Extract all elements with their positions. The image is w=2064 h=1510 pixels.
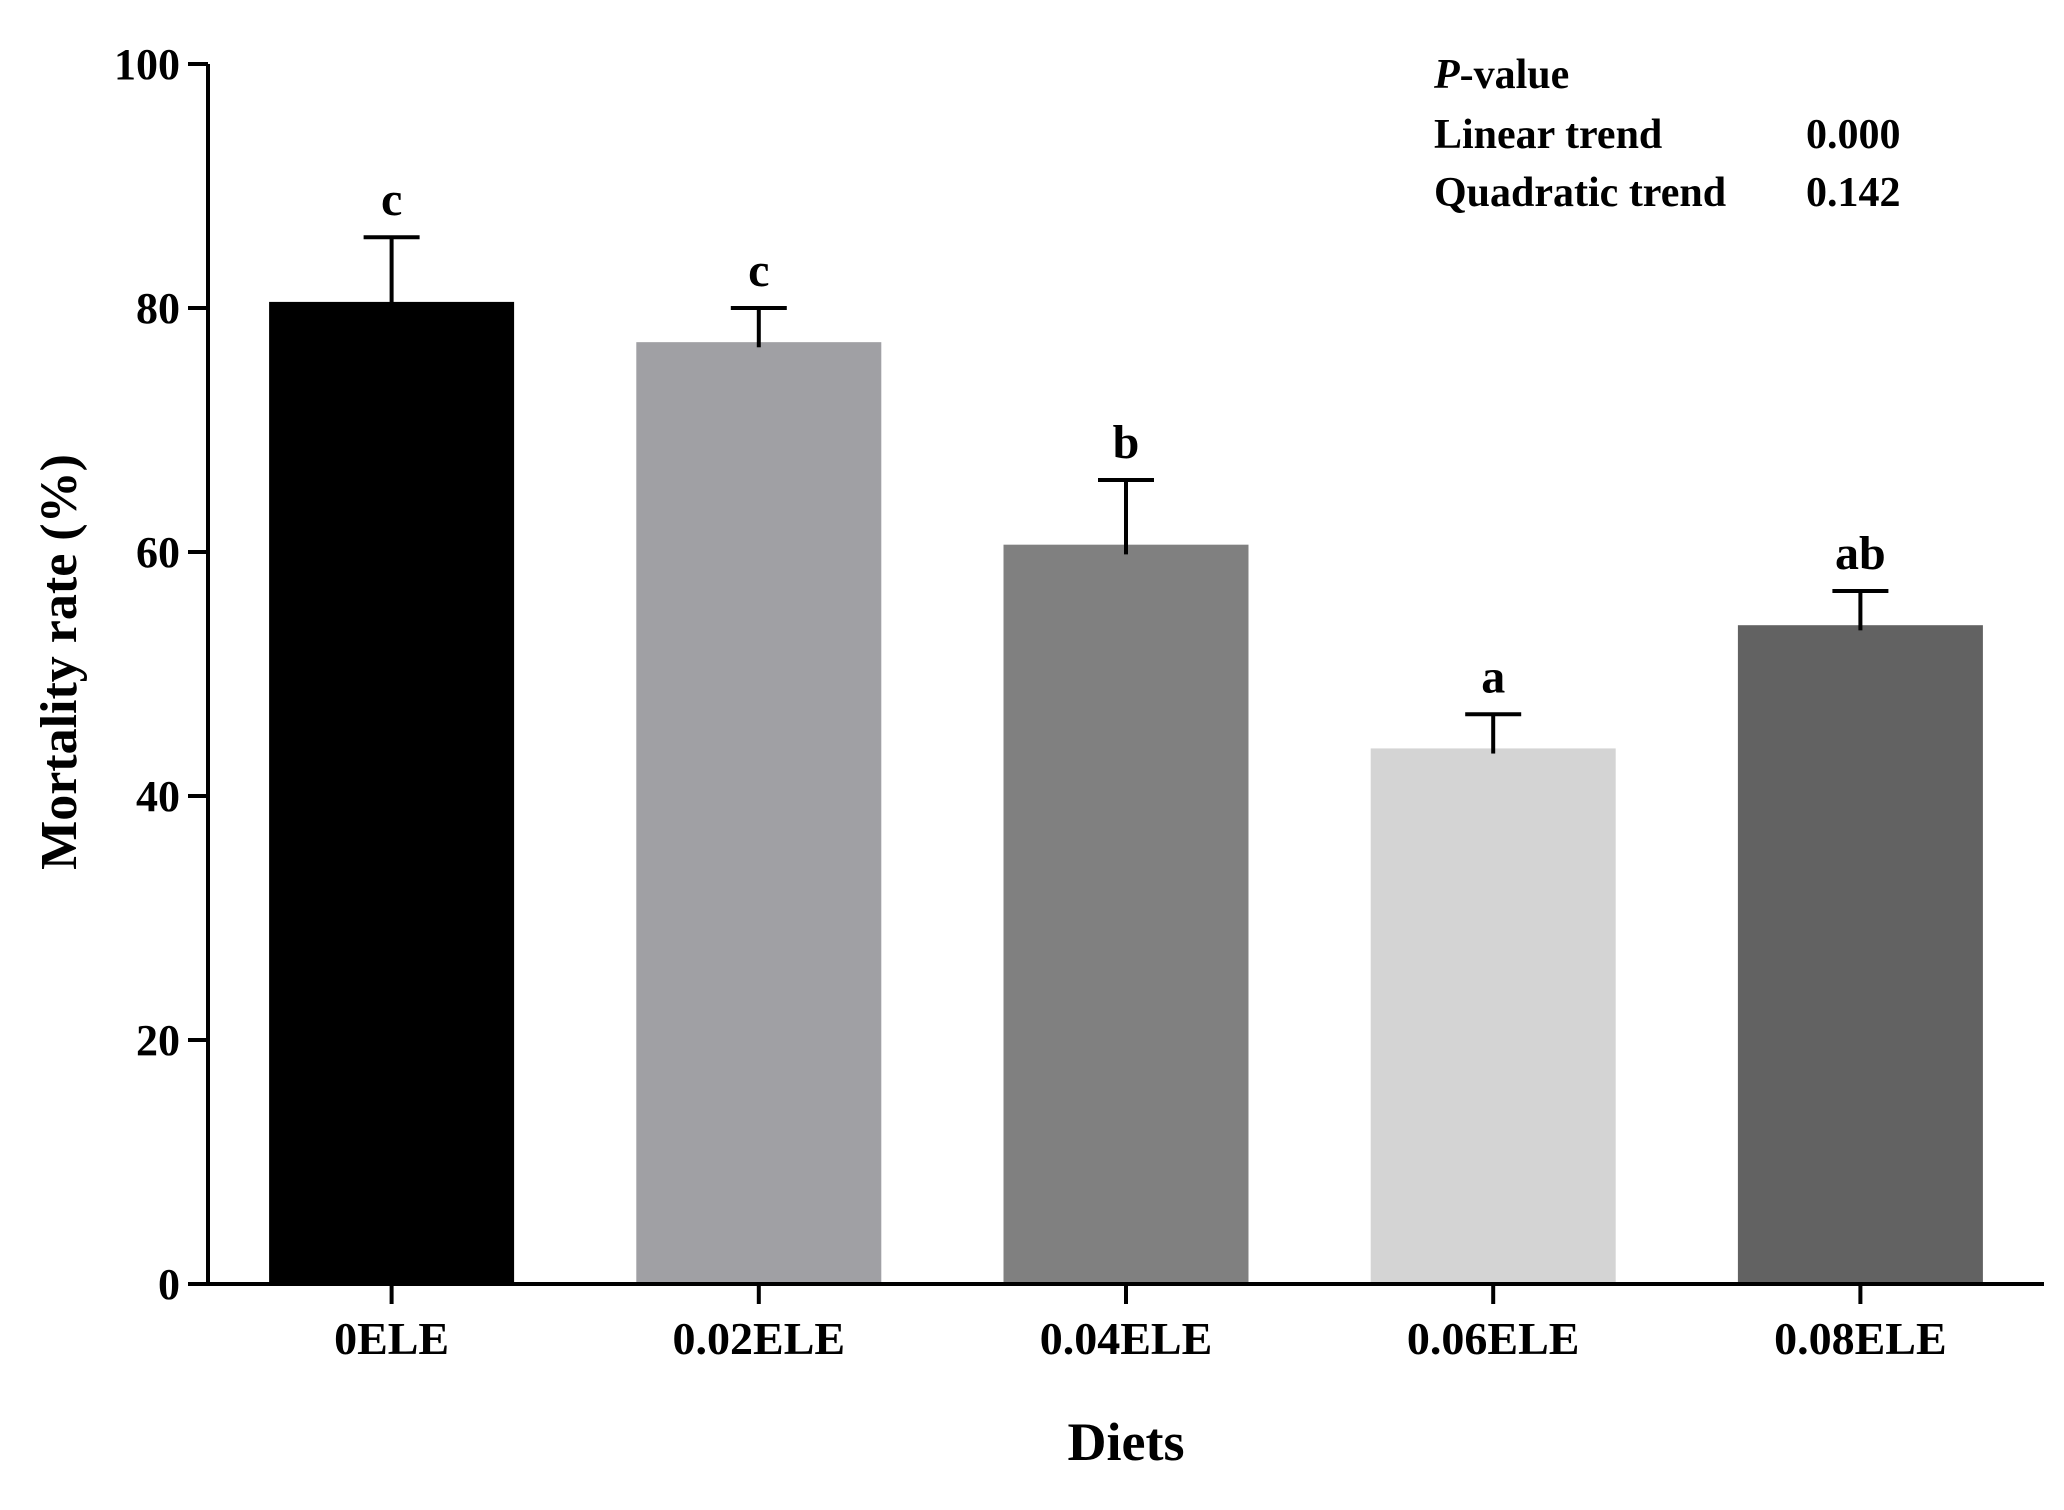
significance-letter: c [381, 173, 402, 226]
bar [1737, 625, 1983, 1284]
significance-letters-group: c c b a ab [381, 173, 1886, 703]
x-tick-label: 0.04ELE [1040, 1313, 1213, 1364]
significance-letter: c [748, 244, 769, 297]
y-axis-ticks: 0 20 40 60 80 100 [114, 40, 208, 1309]
y-tick-label: 20 [136, 1016, 180, 1065]
p-value-annotation: P-value Linear trend 0.000 Quadratic tre… [1433, 52, 1901, 216]
quadratic-trend-value: 0.142 [1806, 170, 1901, 216]
y-tick-label: 80 [136, 284, 180, 333]
x-axis-label: Diets [1068, 1412, 1185, 1472]
linear-trend-label: Linear trend [1434, 112, 1662, 158]
quadratic-trend-label: Quadratic trend [1434, 170, 1726, 216]
error-bars-group [363, 235, 1889, 754]
bar [636, 342, 882, 1284]
y-tick-label: 100 [114, 40, 180, 89]
linear-trend-value: 0.000 [1806, 112, 1901, 158]
y-axis-label: Mortality rate (%) [31, 454, 88, 870]
significance-letter: a [1481, 650, 1505, 703]
significance-letter: b [1113, 416, 1140, 469]
x-tick-label: 0.08ELE [1774, 1313, 1947, 1364]
x-axis-ticks: 0ELE 0.02ELE 0.04ELE 0.06ELE 0.08ELE [334, 1284, 1947, 1364]
x-tick-label: 0ELE [334, 1313, 449, 1364]
y-tick-label: 40 [136, 772, 180, 821]
x-tick-label: 0.06ELE [1407, 1313, 1580, 1364]
bars-group [269, 301, 1983, 1284]
p-value-header-italic: P [1433, 52, 1460, 98]
bar [269, 301, 515, 1284]
p-value-header-rest: -value [1460, 52, 1570, 98]
significance-letter: ab [1835, 527, 1886, 580]
y-tick-label: 0 [158, 1260, 180, 1309]
p-value-header: P-value [1433, 52, 1569, 98]
bar [1003, 544, 1249, 1284]
x-tick-label: 0.02ELE [673, 1313, 846, 1364]
bar [1370, 748, 1616, 1284]
y-tick-label: 60 [136, 528, 180, 577]
